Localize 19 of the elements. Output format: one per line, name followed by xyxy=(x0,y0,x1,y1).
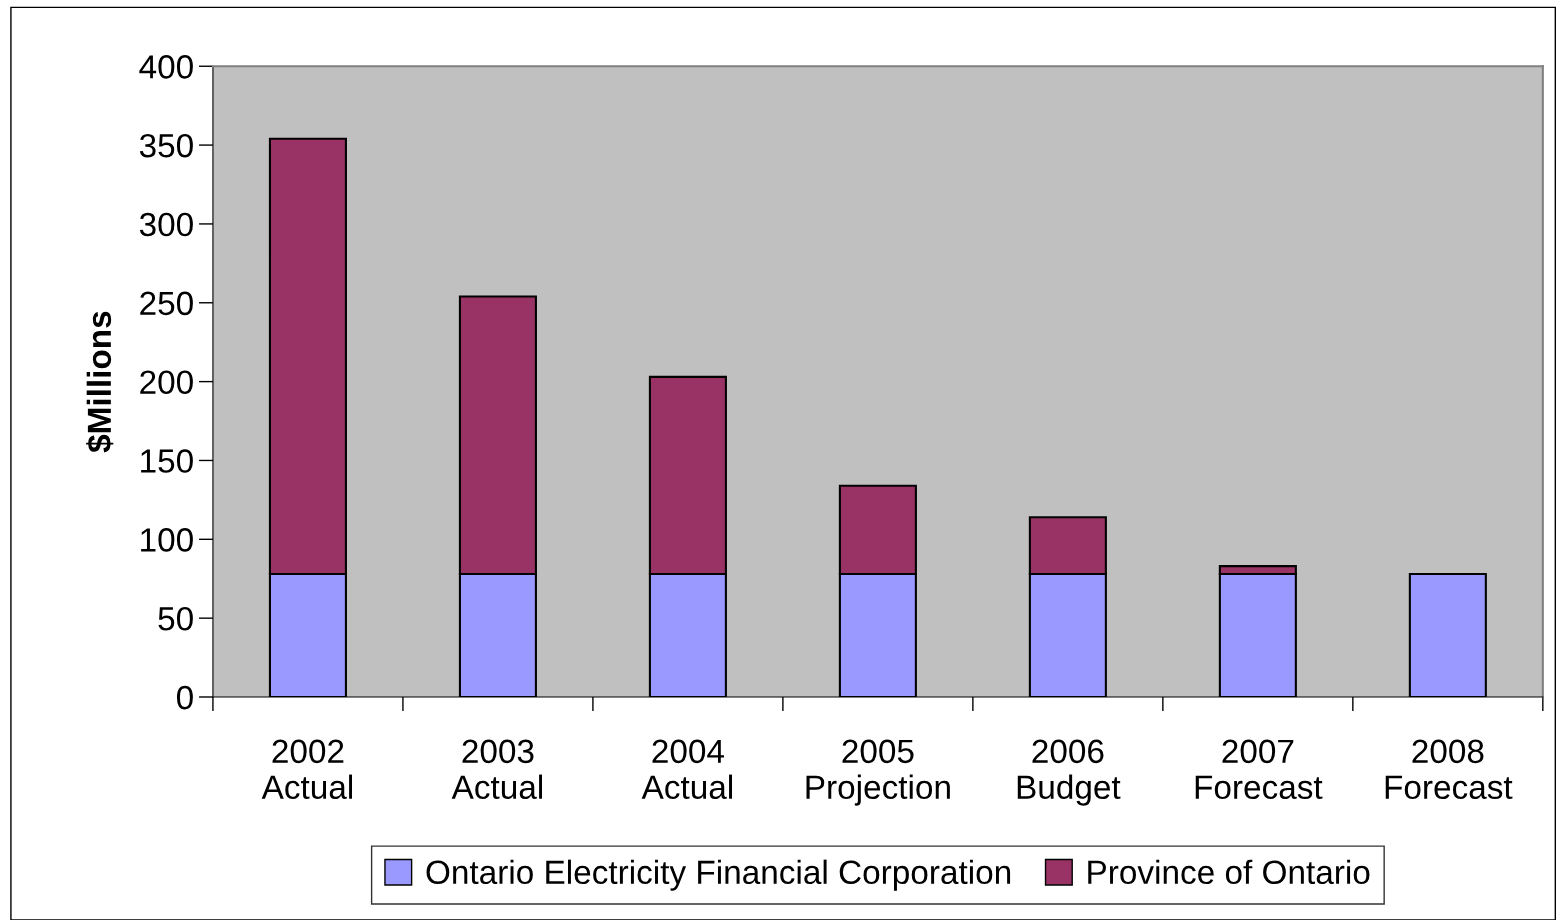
x-tick-label: 2002 Actual xyxy=(261,739,353,800)
y-tick-label: 0 xyxy=(176,685,193,710)
x-tick-label: 2005 Projection xyxy=(806,739,950,806)
y-tick-label: 400 xyxy=(139,55,193,79)
legend-label: Ontario Electricity Financial Corporation xyxy=(426,859,1011,891)
x-tick-label: 2007 Forecast xyxy=(1195,739,1323,800)
x-tick-label: 2008 Forecast xyxy=(1385,739,1513,800)
y-tick-label: 150 xyxy=(141,449,193,473)
x-tick-label: 2006 Budget xyxy=(1017,739,1121,806)
y-tick-label: 350 xyxy=(139,133,193,158)
legend-label: Province of Ontario xyxy=(1088,859,1370,885)
y-tick-label: 50 xyxy=(158,606,193,631)
x-tick-label: 2004 Actual xyxy=(641,739,732,800)
x-tick-label: 2003 Actual xyxy=(451,739,543,800)
y-tick-label: 100 xyxy=(141,528,193,552)
y-tick-label: 200 xyxy=(140,370,193,395)
y-axis-title: $Millions xyxy=(86,311,114,453)
y-tick-label: 250 xyxy=(140,291,193,316)
y-tick-label: 300 xyxy=(139,212,193,237)
